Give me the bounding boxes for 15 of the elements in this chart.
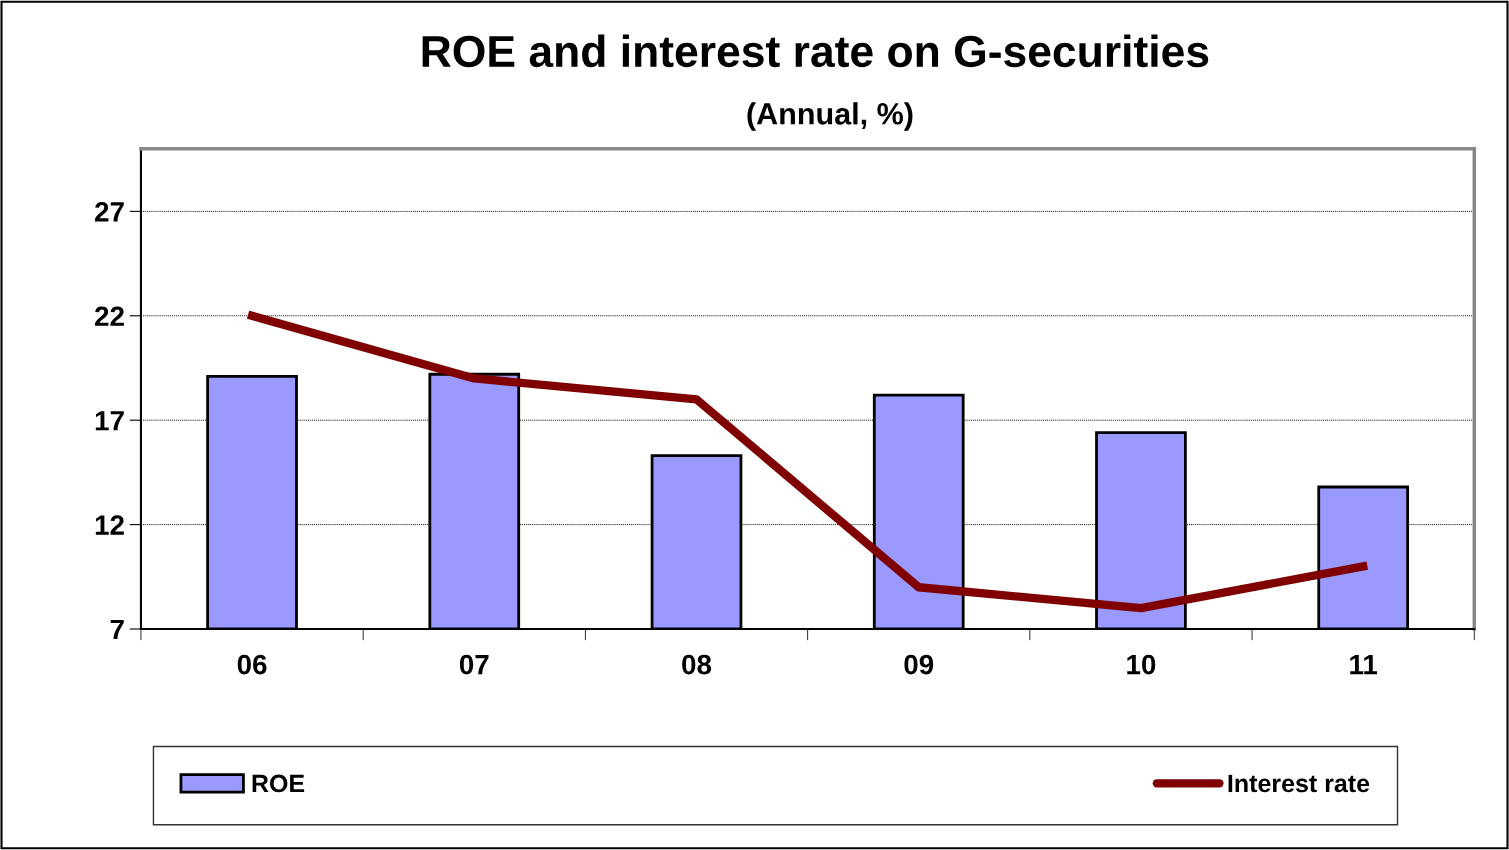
legend-label: ROE [252, 774, 305, 793]
chart-subtitle: (Annual, %) [747, 102, 913, 131]
x-tick-label: 07 [459, 654, 489, 675]
x-tick-label: 09 [904, 654, 934, 675]
x-tick-label: 08 [682, 654, 712, 675]
chart-title: ROE and interest rate on G-securities [422, 34, 1209, 68]
y-tick-label: 22 [95, 306, 124, 326]
y-tick-label: 7 [110, 619, 124, 640]
x-tick-label: 10 [1127, 654, 1156, 675]
y-tick-label: 27 [95, 202, 124, 222]
legend-label: Interest rate [1228, 774, 1370, 793]
y-tick-label: 12 [95, 515, 124, 535]
y-tick-label: 17 [95, 411, 124, 431]
x-tick-label: 06 [237, 654, 267, 675]
x-tick-label: 11 [1350, 655, 1378, 675]
